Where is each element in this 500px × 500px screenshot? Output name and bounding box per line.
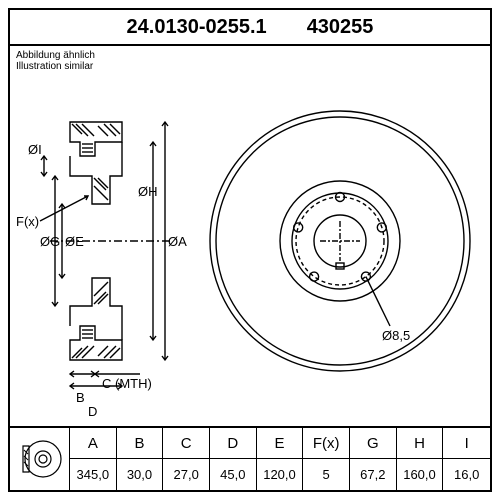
label-A: ØA	[168, 234, 187, 249]
table-header: G	[350, 428, 397, 459]
table-header: C	[163, 428, 210, 459]
table-cell: 30,0	[117, 459, 164, 490]
technical-drawing: ØA ØH ØG ØE ØI F(x) B C (MTH) D	[10, 46, 490, 426]
table-grid: A B C D E F(x) G H I 345,0 30,0 27,0 45,…	[70, 428, 490, 490]
label-E: ØE	[65, 234, 84, 249]
dimension-table: A B C D E F(x) G H I 345,0 30,0 27,0 45,…	[10, 426, 490, 490]
diagram-container: 24.0130-0255.1 430255 Abbildung ähnlich …	[8, 8, 492, 492]
table-header: H	[397, 428, 444, 459]
table-cell: 5	[303, 459, 350, 490]
table-header: B	[117, 428, 164, 459]
drawing-area: ØA ØH ØG ØE ØI F(x) B C (MTH) D	[10, 46, 490, 426]
label-I: ØI	[28, 142, 42, 157]
table-cell: 16,0	[443, 459, 490, 490]
side-view	[40, 122, 170, 389]
disc-icon	[10, 428, 70, 490]
table-cell: 45,0	[210, 459, 257, 490]
table-cell: 345,0	[70, 459, 117, 490]
part-number: 24.0130-0255.1	[127, 16, 267, 39]
label-G: ØG	[40, 234, 60, 249]
side-view-labels: ØA ØH ØG ØE ØI F(x) B C (MTH) D	[16, 142, 187, 419]
table-cell: 27,0	[163, 459, 210, 490]
part-code: 430255	[307, 16, 374, 39]
front-view	[210, 111, 470, 371]
table-header: E	[257, 428, 304, 459]
label-C: C (MTH)	[102, 376, 152, 391]
table-header: A	[70, 428, 117, 459]
label-bolt: Ø8,5	[382, 328, 410, 343]
label-F: F(x)	[16, 214, 39, 229]
label-B: B	[76, 390, 85, 405]
table-header: I	[443, 428, 490, 459]
table-cell: 120,0	[257, 459, 304, 490]
table-header: F(x)	[303, 428, 350, 459]
label-D: D	[88, 404, 97, 419]
label-H: ØH	[138, 184, 158, 199]
table-header: D	[210, 428, 257, 459]
table-cell: 160,0	[397, 459, 444, 490]
header-bar: 24.0130-0255.1 430255	[10, 10, 490, 46]
table-cell: 67,2	[350, 459, 397, 490]
